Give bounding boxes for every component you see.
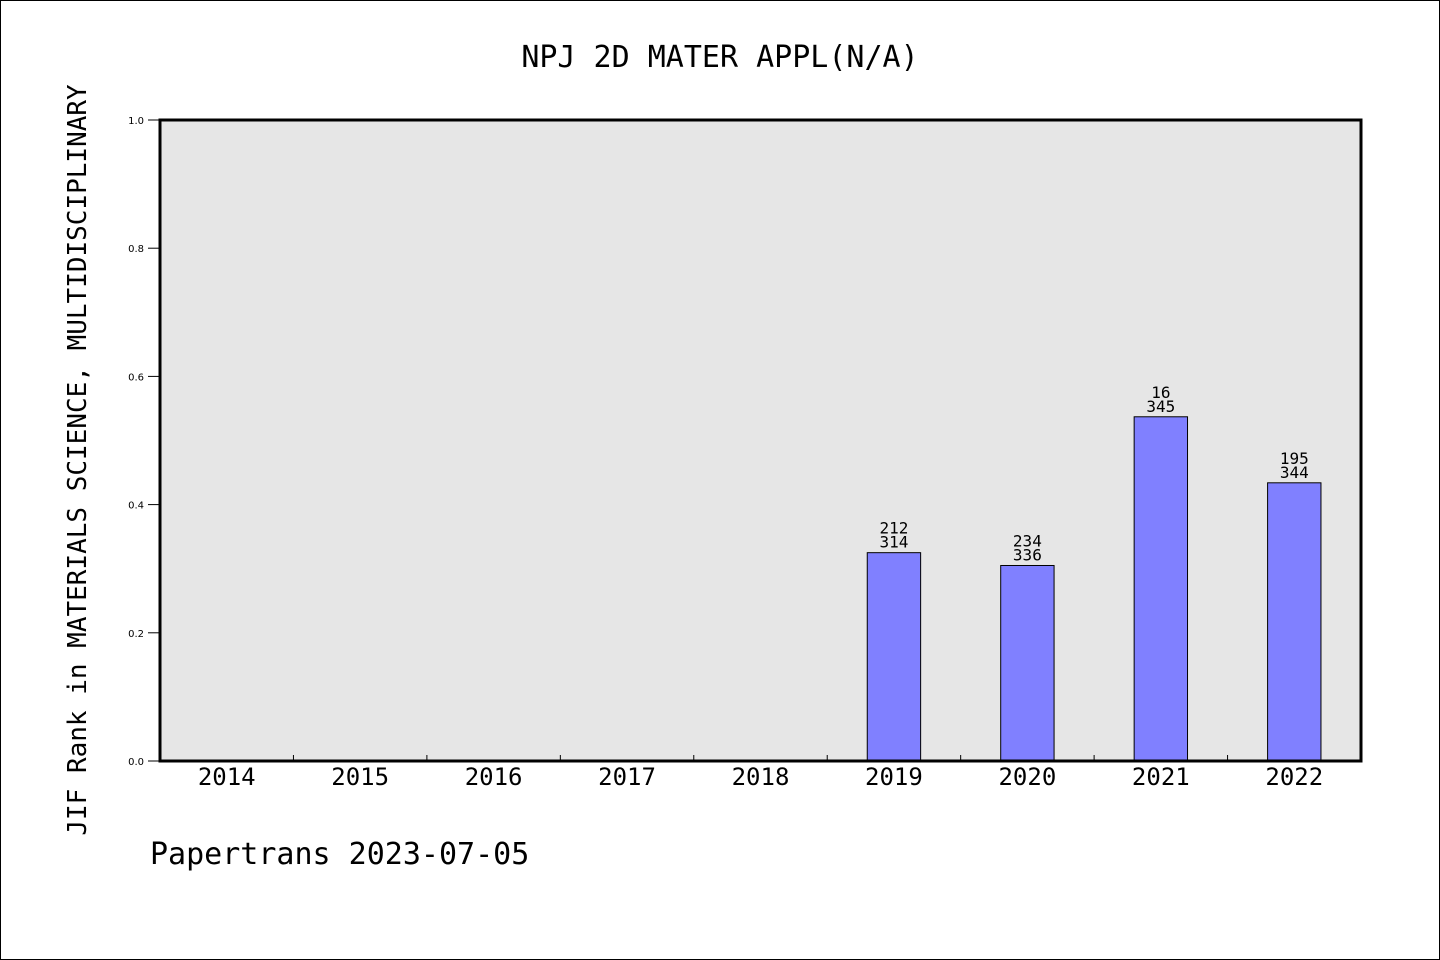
x-tick-label: 2018 xyxy=(732,763,790,791)
footer-credit: Papertrans 2023-07-05 xyxy=(150,837,529,872)
bar xyxy=(1000,564,1055,762)
x-tick-label: 2015 xyxy=(331,763,389,791)
bar-label-rank: 234 xyxy=(1013,531,1042,550)
y-tick-label: 0.6 xyxy=(128,372,144,383)
y-tick-label: 0.8 xyxy=(128,244,144,255)
x-tick-label: 2016 xyxy=(465,763,523,791)
bar-label-rank: 195 xyxy=(1280,449,1309,468)
bar-label-total: 344 xyxy=(1280,463,1309,482)
bar-label-total: 336 xyxy=(1013,545,1042,564)
x-tick-label: 2019 xyxy=(865,763,923,791)
bar-label-rank: 16 xyxy=(1151,383,1170,402)
x-tick-label: 2014 xyxy=(198,763,256,791)
x-axis-ticks: 2014 2015 2016 2017 2018 2019 2020 2021 2022 xyxy=(198,755,1323,791)
bar xyxy=(1267,482,1322,762)
x-tick-label: 2022 xyxy=(1265,763,1323,791)
x-tick-label: 2017 xyxy=(598,763,656,791)
y-tick-label: 0.4 xyxy=(128,501,144,512)
bar-label-total: 345 xyxy=(1146,397,1175,416)
y-tick-label: 1.0 xyxy=(128,116,144,127)
y-tick-label: 0.2 xyxy=(128,629,144,640)
y-axis-label: JIF Rank in MATERIALS SCIENCE, MULTIDISC… xyxy=(63,84,93,836)
y-tick-label: 0.0 xyxy=(128,757,144,768)
chart-title: NPJ 2D MATER APPL(N/A) xyxy=(521,40,918,75)
x-tick-label: 2020 xyxy=(998,763,1056,791)
bar xyxy=(1133,416,1189,762)
plot-border xyxy=(158,118,1363,763)
bar-label-total: 314 xyxy=(879,533,908,552)
y-axis-ticks: 0.0 0.2 0.4 0.6 0.8 1.0 xyxy=(128,116,160,768)
bar xyxy=(866,552,922,762)
bars xyxy=(866,416,1322,762)
bar-label-rank: 212 xyxy=(879,519,908,538)
x-tick-label: 2021 xyxy=(1132,763,1190,791)
